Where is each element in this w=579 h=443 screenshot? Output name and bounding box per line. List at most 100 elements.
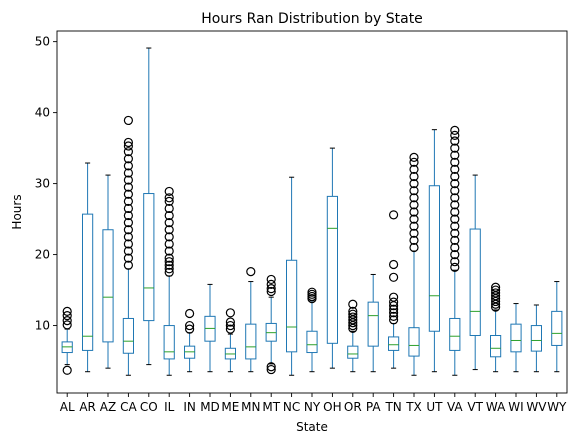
box: [306, 330, 318, 354]
outlier-point: [185, 308, 195, 319]
outlier-point: [164, 264, 174, 274]
x-tick-label: VT: [467, 400, 483, 414]
outlier-point: [225, 320, 235, 331]
outlier-point: [450, 200, 460, 210]
x-axis-label: State: [296, 420, 328, 434]
y-tick-label: 20: [35, 248, 50, 262]
x-tick-label: IL: [164, 400, 175, 414]
chart-title: Hours Ran Distribution by State: [201, 11, 423, 27]
outlier-point: [62, 320, 72, 330]
outlier-point: [164, 196, 174, 206]
outlier-point: [409, 200, 419, 210]
box: [490, 335, 502, 358]
outlier-point: [266, 274, 276, 285]
outlier-point: [409, 193, 419, 203]
outlier-point: [450, 186, 460, 196]
outlier-point: [185, 320, 195, 331]
x-tick-label: MD: [200, 400, 220, 414]
outlier-point: [266, 279, 276, 289]
outlier-point: [450, 136, 460, 146]
outlier-point: [225, 308, 235, 318]
outlier-point: [123, 168, 133, 178]
outlier-point: [62, 316, 72, 326]
outlier-point: [491, 288, 501, 298]
outlier-point: [409, 179, 419, 189]
box: [449, 317, 461, 351]
x-tick-label: OR: [344, 400, 362, 414]
x-tick-label: UT: [426, 400, 443, 414]
outlier-point: [389, 259, 399, 270]
outlier-point: [450, 242, 460, 253]
outlier-point: [389, 210, 399, 220]
outlier-point: [225, 324, 235, 334]
outlier-point: [450, 249, 460, 260]
outlier-point: [123, 182, 133, 192]
x-tick-label: AL: [60, 400, 75, 414]
outlier-point: [389, 297, 399, 307]
outlier-point: [409, 164, 419, 175]
y-tick-label: 40: [35, 106, 50, 120]
outlier-point: [389, 292, 399, 302]
outlier-point: [389, 304, 399, 314]
outlier-point: [450, 214, 460, 224]
x-tick-label: NY: [304, 400, 321, 414]
outlier-point: [123, 210, 133, 221]
y-tick-label: 50: [35, 35, 50, 49]
outlier-point: [348, 299, 358, 309]
outlier-point: [450, 150, 460, 160]
outlier-point: [62, 365, 72, 375]
axes-frame: [56, 30, 568, 394]
x-tick-label: CA: [120, 400, 137, 414]
outlier-point: [491, 282, 501, 292]
x-tick-label: PA: [366, 400, 381, 414]
outlier-point: [409, 157, 419, 167]
outlier-point: [123, 141, 133, 151]
box: [469, 228, 481, 337]
outlier-point: [389, 315, 399, 325]
box: [102, 229, 114, 343]
x-tick-label: CO: [140, 400, 158, 414]
y-axis-label: Hours: [10, 194, 24, 229]
outlier-point: [409, 214, 419, 224]
box: [530, 325, 542, 352]
x-tick-label: MN: [241, 400, 260, 414]
outlier-point: [164, 218, 174, 228]
outlier-point: [409, 242, 419, 253]
box: [82, 213, 94, 351]
outlier-point: [246, 267, 256, 277]
outlier-point: [491, 285, 501, 295]
box: [510, 323, 522, 353]
box: [551, 310, 563, 346]
outlier-point: [185, 324, 195, 334]
outlier-point: [164, 193, 174, 203]
box: [367, 301, 379, 347]
outlier-point: [266, 364, 276, 375]
outlier-point: [123, 154, 133, 164]
outlier-point: [389, 308, 399, 318]
outlier-point: [450, 228, 460, 238]
outlier-point: [164, 239, 174, 249]
outlier-point: [164, 267, 174, 277]
box: [245, 323, 257, 360]
outlier-point: [348, 306, 358, 316]
x-tick-label: TX: [405, 400, 422, 414]
plot-area: 10 20 30 40 50 AL AR AZ CA CO IL IN MD ME MN MT NC NY OH OR…: [35, 35, 567, 414]
outlier-point: [123, 147, 133, 157]
outlier-point: [123, 189, 133, 199]
x-tick-label: ME: [221, 400, 239, 414]
outlier-point: [123, 246, 133, 256]
box: [347, 345, 359, 359]
x-tick-label: MT: [262, 400, 280, 414]
x-tick-label: NC: [283, 400, 300, 414]
outlier-point: [307, 287, 317, 297]
box: [408, 327, 420, 357]
outlier-point: [348, 312, 358, 322]
x-tick-label: TN: [384, 400, 401, 414]
outlier-point: [348, 309, 358, 319]
outlier-point: [409, 228, 419, 238]
x-tick-label: WV: [526, 400, 547, 414]
box: [388, 336, 400, 351]
outlier-point: [164, 260, 174, 270]
outlier-point: [266, 286, 276, 297]
